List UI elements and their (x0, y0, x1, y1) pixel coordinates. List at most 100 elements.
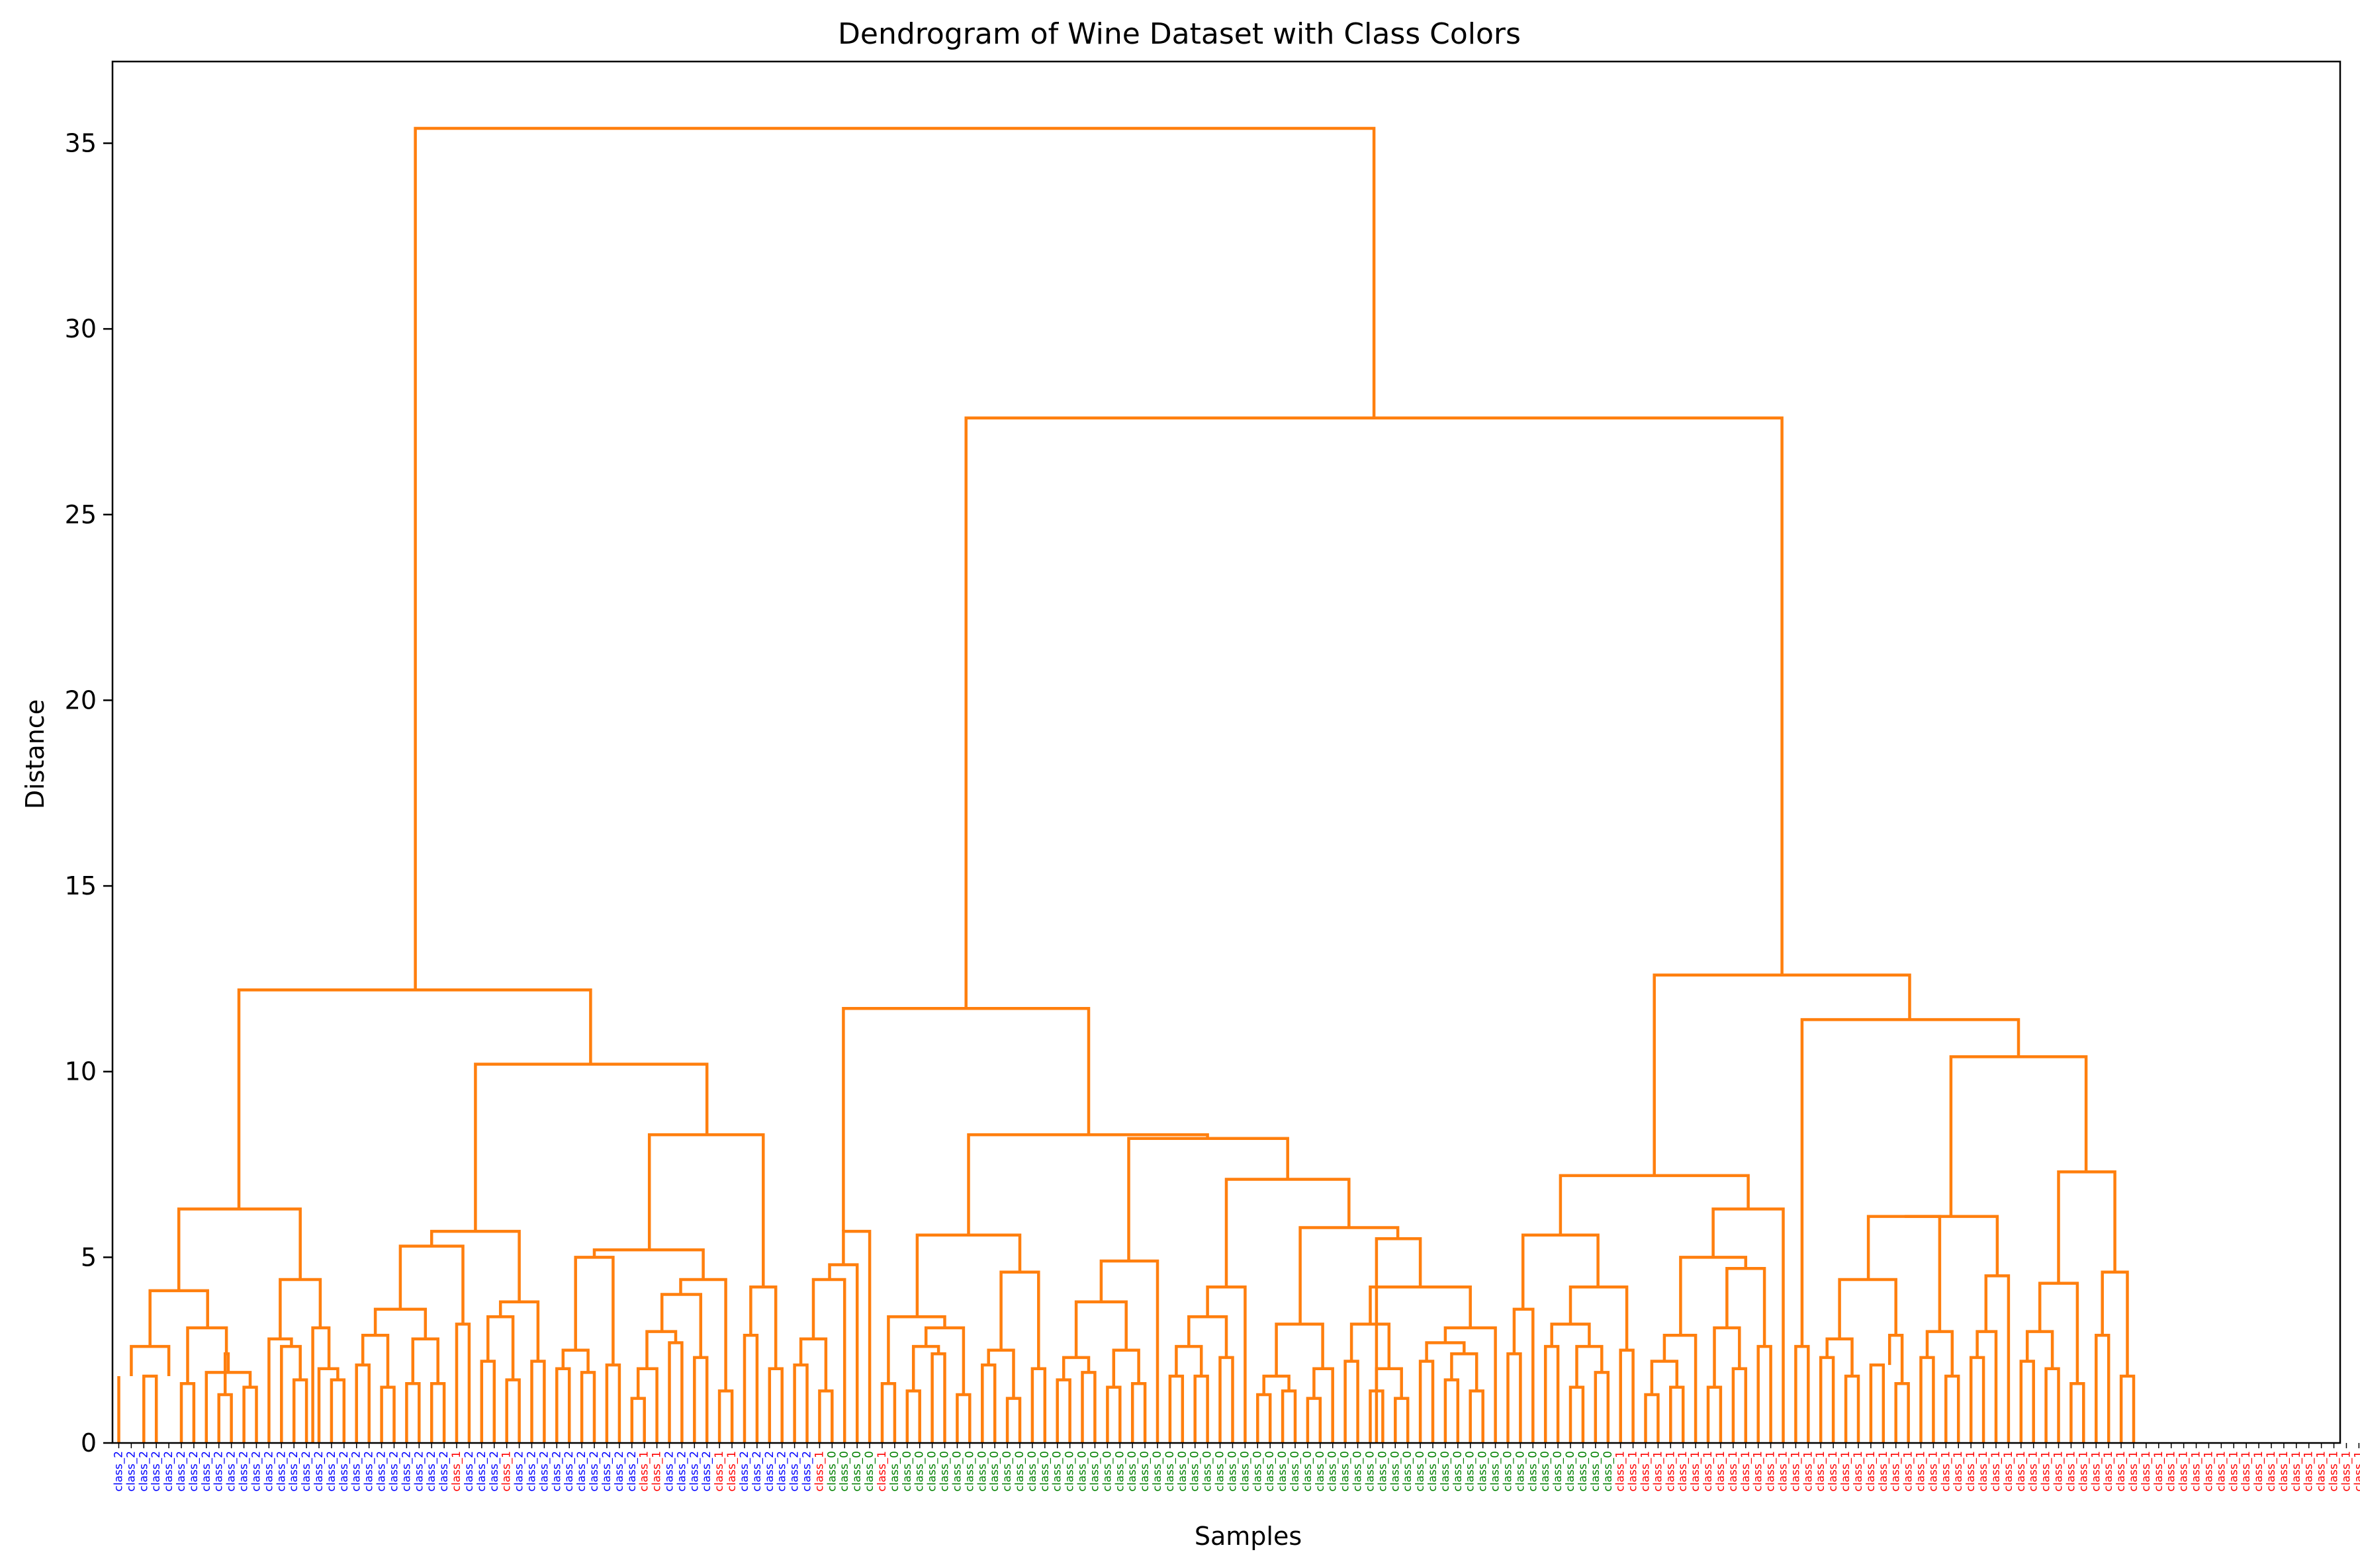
leaf-label: class_1 (500, 1451, 514, 1492)
leaf-label: class_1 (2328, 1451, 2341, 1492)
leaf-label: class_1 (2127, 1451, 2140, 1492)
leaf-label: class_1 (1877, 1451, 1890, 1492)
leaf-label: class_1 (1676, 1451, 1690, 1492)
leaf-label: class_2 (537, 1451, 551, 1492)
leaf-label: class_1 (876, 1451, 889, 1492)
leaf-label: class_0 (1201, 1451, 1214, 1492)
leaf-label: class_0 (1138, 1451, 1152, 1492)
leaf-label: class_2 (262, 1451, 275, 1492)
leaf-label: class_1 (1839, 1451, 1852, 1492)
leaf-label: class_1 (1915, 1451, 1928, 1492)
leaf-label: class_1 (2265, 1451, 2278, 1492)
leaf-label: class_0 (976, 1451, 989, 1492)
leaf-label: class_1 (813, 1451, 826, 1492)
leaf-label: class_1 (1964, 1451, 1977, 1492)
leaf-label: class_0 (1289, 1451, 1302, 1492)
leaf-label: class_0 (988, 1451, 1001, 1492)
leaf-label: class_2 (162, 1451, 175, 1492)
leaf-label: class_2 (400, 1451, 413, 1492)
leaf-label: class_2 (250, 1451, 263, 1492)
leaf-label: class_1 (713, 1451, 726, 1492)
y-tick-label: 0 (81, 1428, 97, 1458)
leaf-label: class_1 (1639, 1451, 1653, 1492)
leaf-label: class_0 (1576, 1451, 1590, 1492)
leaf-label: class_0 (1514, 1451, 1527, 1492)
leaf-label: class_2 (388, 1451, 401, 1492)
x-axis: class_2class_2class_2class_2class_2class… (113, 1443, 2360, 1492)
y-tick-label: 25 (65, 500, 97, 529)
leaf-label: class_2 (212, 1451, 226, 1492)
y-tick-label: 15 (65, 871, 97, 900)
leaf-label: class_1 (2177, 1451, 2191, 1492)
leaf-label: class_1 (2165, 1451, 2178, 1492)
y-axis-label: Distance (21, 699, 50, 809)
leaf-label: class_1 (638, 1451, 651, 1492)
leaf-label: class_0 (1464, 1451, 1477, 1492)
leaf-label: class_1 (1764, 1451, 1778, 1492)
leaf-label: class_2 (300, 1451, 313, 1492)
dendrogram-link (1869, 1363, 1885, 1443)
leaf-label: class_2 (513, 1451, 526, 1492)
leaf-label: class_1 (2140, 1451, 2153, 1492)
leaf-label: class_0 (1326, 1451, 1339, 1492)
leaf-label: class_1 (1902, 1451, 1915, 1492)
leaf-label: class_2 (563, 1451, 576, 1492)
leaf-label: class_2 (763, 1451, 776, 1492)
leaf-label: class_0 (1088, 1451, 1101, 1492)
leaf-label: class_1 (2227, 1451, 2240, 1492)
leaf-label: class_0 (1238, 1451, 1251, 1492)
leaf-label: class_2 (275, 1451, 288, 1492)
leaf-label: class_0 (1351, 1451, 1365, 1492)
leaf-label: class_2 (113, 1451, 126, 1492)
leaf-label: class_0 (950, 1451, 964, 1492)
leaf-label: class_0 (1364, 1451, 1377, 1492)
leaf-label: class_1 (2315, 1451, 2328, 1492)
leaf-label: class_0 (1426, 1451, 1439, 1492)
leaf-label: class_1 (1889, 1451, 1903, 1492)
leaf-label: class_2 (675, 1451, 688, 1492)
leaf-label: class_1 (2089, 1451, 2103, 1492)
leaf-label: class_1 (2040, 1451, 2053, 1492)
dendrogram-link (1904, 1215, 1999, 1276)
leaf-label: class_1 (725, 1451, 739, 1492)
dendrogram-link (1866, 1215, 1942, 1332)
leaf-label: class_1 (2190, 1451, 2203, 1492)
leaf-label: class_2 (663, 1451, 676, 1492)
leaf-label: class_0 (1301, 1451, 1314, 1492)
leaf-label: class_1 (651, 1451, 664, 1492)
leaf-label: class_1 (2152, 1451, 2165, 1492)
dendrogram-link (142, 1374, 158, 1443)
leaf-label: class_0 (1439, 1451, 1452, 1492)
leaf-label: class_0 (1263, 1451, 1277, 1492)
leaf-label: class_2 (338, 1451, 351, 1492)
leaf-label: class_0 (1113, 1451, 1126, 1492)
leaf-label: class_0 (963, 1451, 976, 1492)
leaf-label: class_1 (2240, 1451, 2253, 1492)
leaf-label: class_2 (425, 1451, 438, 1492)
leaf-label: class_1 (1939, 1451, 1952, 1492)
plot-frame (111, 60, 2341, 1444)
leaf-label: class_0 (1376, 1451, 1389, 1492)
leaf-label: class_0 (1451, 1451, 1465, 1492)
leaf-label: class_0 (1539, 1451, 1552, 1492)
leaf-label: class_2 (738, 1451, 751, 1492)
leaf-label: class_0 (1038, 1451, 1052, 1492)
leaf-label: class_1 (2102, 1451, 2115, 1492)
y-tick-label: 10 (65, 1057, 97, 1086)
leaf-label: class_1 (1702, 1451, 1715, 1492)
leaf-label: class_2 (700, 1451, 713, 1492)
leaf-label: class_2 (525, 1451, 539, 1492)
leaf-label: class_2 (776, 1451, 789, 1492)
leaf-label: class_1 (1664, 1451, 1677, 1492)
leaf-label: class_2 (238, 1451, 251, 1492)
leaf-label: class_2 (625, 1451, 639, 1492)
leaf-label: class_0 (1101, 1451, 1114, 1492)
leaf-label: class_2 (688, 1451, 701, 1492)
leaf-label: class_1 (2064, 1451, 2077, 1492)
leaf-label: class_2 (588, 1451, 601, 1492)
leaf-label: class_2 (750, 1451, 764, 1492)
leaf-label: class_1 (1651, 1451, 1664, 1492)
leaf-label: class_1 (2214, 1451, 2228, 1492)
leaf-label: class_1 (1777, 1451, 1790, 1492)
leaf-label: class_2 (600, 1451, 613, 1492)
